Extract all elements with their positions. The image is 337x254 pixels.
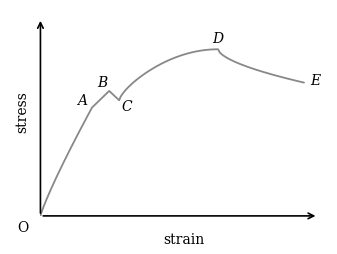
Text: B: B bbox=[97, 76, 107, 90]
Text: C: C bbox=[121, 100, 132, 114]
Text: O: O bbox=[18, 221, 29, 235]
Text: E: E bbox=[310, 73, 320, 88]
Text: A: A bbox=[77, 94, 87, 108]
Text: stress: stress bbox=[15, 91, 29, 133]
Text: D: D bbox=[212, 32, 224, 46]
Text: strain: strain bbox=[163, 233, 204, 247]
